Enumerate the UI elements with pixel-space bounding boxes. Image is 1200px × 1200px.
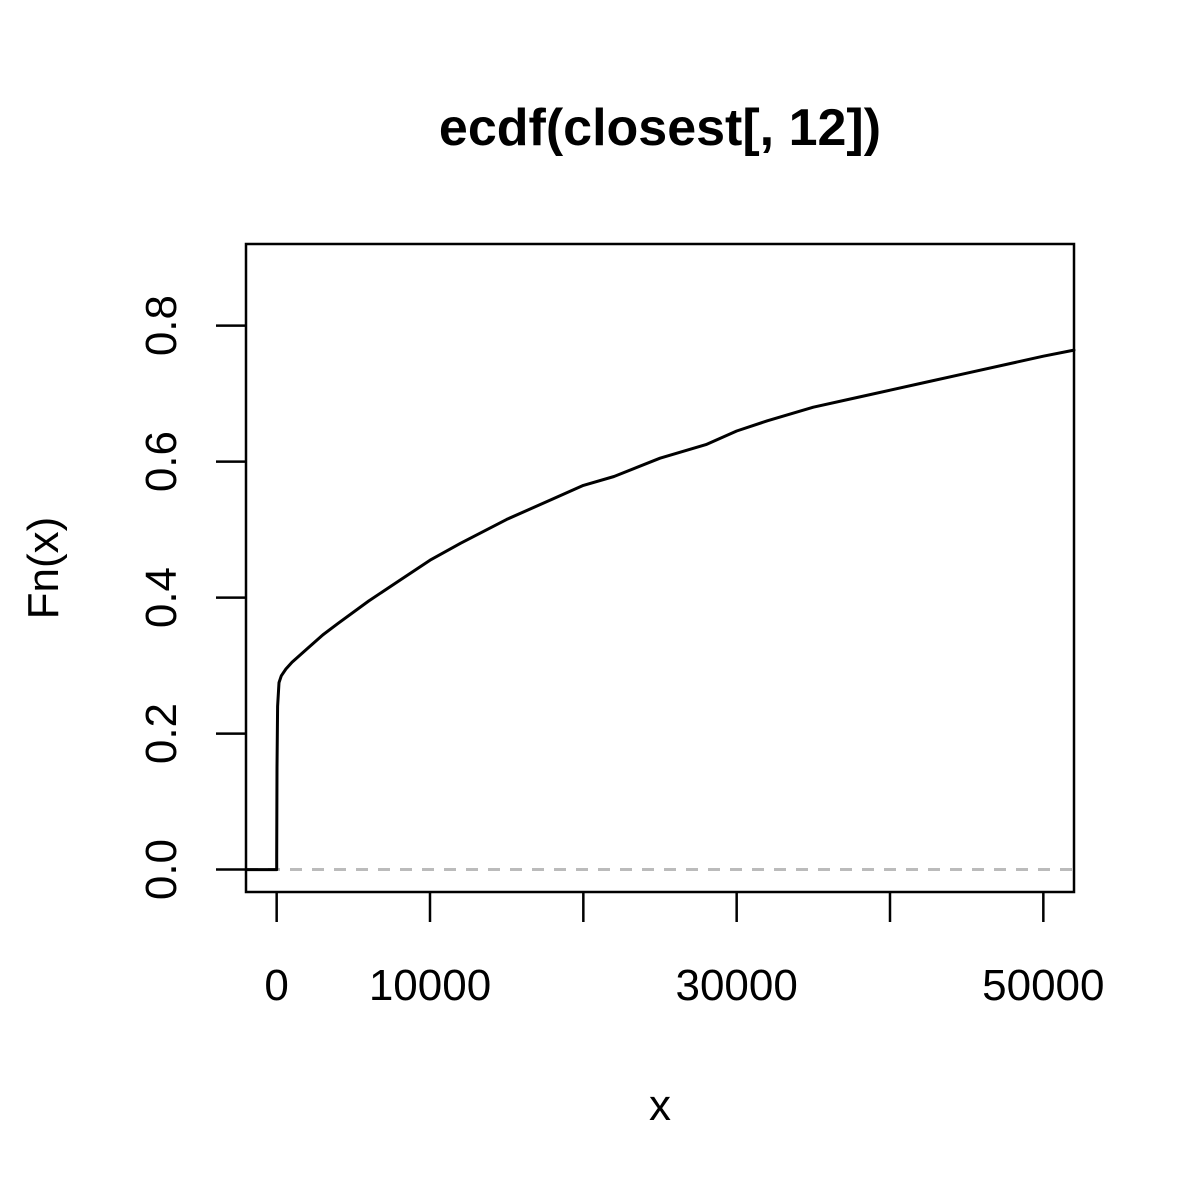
x-tick-label: 50000 — [982, 961, 1104, 1010]
chart-title: ecdf(closest[, 12]) — [439, 99, 881, 157]
x-axis-label: x — [649, 1081, 671, 1130]
x-tick-label: 30000 — [675, 961, 797, 1010]
ecdf-curve-0 — [244, 348, 1076, 872]
y-tick-label: 0.4 — [137, 567, 186, 628]
x-tick-label: 10000 — [369, 961, 491, 1010]
plot-frame — [244, 242, 1076, 894]
plot-area — [244, 348, 1076, 872]
y-tick-label: 0.8 — [137, 295, 186, 356]
x-axis: 0 10000 30000 50000 — [264, 892, 1105, 1010]
y-axis-label: Fn(x) — [19, 517, 68, 620]
x-tick-label: 0 — [264, 961, 288, 1010]
y-tick-label: 0.2 — [137, 703, 186, 764]
y-axis: 0.0 0.2 0.4 0.6 0.8 — [137, 295, 246, 900]
y-tick-label: 0.6 — [137, 431, 186, 492]
y-tick-label: 0.0 — [137, 839, 186, 900]
